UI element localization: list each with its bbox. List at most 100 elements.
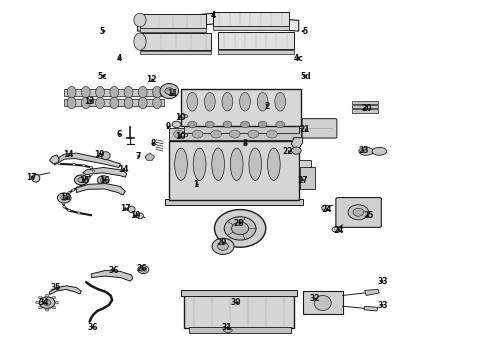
FancyBboxPatch shape [180,290,297,296]
Ellipse shape [96,86,104,98]
Text: 26: 26 [136,265,147,274]
Ellipse shape [222,93,233,111]
FancyBboxPatch shape [300,167,316,189]
Ellipse shape [90,166,93,168]
Ellipse shape [353,208,364,216]
Text: 27: 27 [297,176,308,185]
Ellipse shape [62,202,65,204]
Ellipse shape [240,93,250,111]
Text: 16: 16 [99,176,110,185]
Ellipse shape [180,134,188,137]
Ellipse shape [267,130,277,138]
Ellipse shape [205,121,214,128]
FancyBboxPatch shape [169,140,299,200]
FancyBboxPatch shape [64,99,164,107]
Ellipse shape [230,148,243,180]
Ellipse shape [165,88,173,94]
Ellipse shape [212,148,224,180]
Ellipse shape [137,213,144,219]
Ellipse shape [81,97,90,109]
Ellipse shape [180,114,188,118]
Text: 5c: 5c [98,72,107,81]
Ellipse shape [257,93,268,111]
Text: 8: 8 [150,139,156,148]
Text: 13: 13 [84,96,95,105]
Polygon shape [49,286,81,295]
Text: 14: 14 [63,150,74,159]
Ellipse shape [153,97,161,109]
Ellipse shape [85,180,88,183]
Text: 23: 23 [358,146,368,155]
FancyBboxPatch shape [218,32,294,49]
Text: 33: 33 [377,301,388,310]
Text: 17: 17 [25,173,36,182]
Ellipse shape [193,148,206,180]
Text: 10: 10 [175,132,186,141]
Ellipse shape [211,130,221,138]
Ellipse shape [174,148,187,180]
Ellipse shape [110,86,119,98]
Text: 6: 6 [116,130,122,139]
Ellipse shape [138,97,147,109]
Ellipse shape [82,165,85,167]
Ellipse shape [332,227,339,232]
FancyBboxPatch shape [352,105,378,108]
Ellipse shape [65,195,68,197]
Ellipse shape [52,306,56,309]
Polygon shape [138,13,299,31]
Ellipse shape [372,147,387,155]
Ellipse shape [188,121,196,128]
Text: 15: 15 [79,176,90,185]
FancyBboxPatch shape [140,33,211,50]
Ellipse shape [82,183,85,185]
Ellipse shape [192,130,203,138]
Ellipse shape [74,175,88,185]
Ellipse shape [36,301,39,304]
Ellipse shape [61,195,68,201]
Ellipse shape [204,93,215,111]
Ellipse shape [68,210,71,212]
Polygon shape [145,153,155,160]
Ellipse shape [32,174,40,182]
Text: 36: 36 [109,266,119,275]
Text: 31: 31 [221,323,232,332]
Text: 24: 24 [322,205,332,214]
Text: 4c: 4c [294,54,304,63]
Text: 14: 14 [119,165,129,174]
FancyBboxPatch shape [218,50,294,54]
Ellipse shape [73,163,75,166]
Ellipse shape [90,174,93,176]
Ellipse shape [77,186,80,188]
Ellipse shape [292,147,301,154]
Ellipse shape [58,163,61,165]
Ellipse shape [46,309,49,311]
Ellipse shape [223,121,232,128]
Ellipse shape [268,148,280,180]
Ellipse shape [77,212,80,214]
Ellipse shape [322,205,330,211]
Ellipse shape [160,84,178,99]
Ellipse shape [67,86,76,98]
Text: 22: 22 [283,147,293,156]
Ellipse shape [232,222,248,235]
Text: 30: 30 [231,298,242,307]
Ellipse shape [314,296,331,311]
Text: 33: 33 [377,276,388,285]
Text: 9: 9 [165,122,171,131]
Ellipse shape [101,152,110,159]
Ellipse shape [258,121,267,128]
Ellipse shape [224,217,256,240]
Ellipse shape [187,93,197,111]
Ellipse shape [348,205,368,220]
Text: 5d: 5d [301,72,311,81]
Ellipse shape [172,121,181,128]
Text: 3: 3 [243,139,247,148]
Ellipse shape [78,177,85,183]
Text: 10: 10 [175,113,186,122]
Polygon shape [54,153,121,167]
Text: 19: 19 [130,211,140,220]
FancyBboxPatch shape [352,109,378,113]
Ellipse shape [39,296,42,299]
Text: 2: 2 [265,102,270,111]
Text: 18: 18 [60,193,71,202]
